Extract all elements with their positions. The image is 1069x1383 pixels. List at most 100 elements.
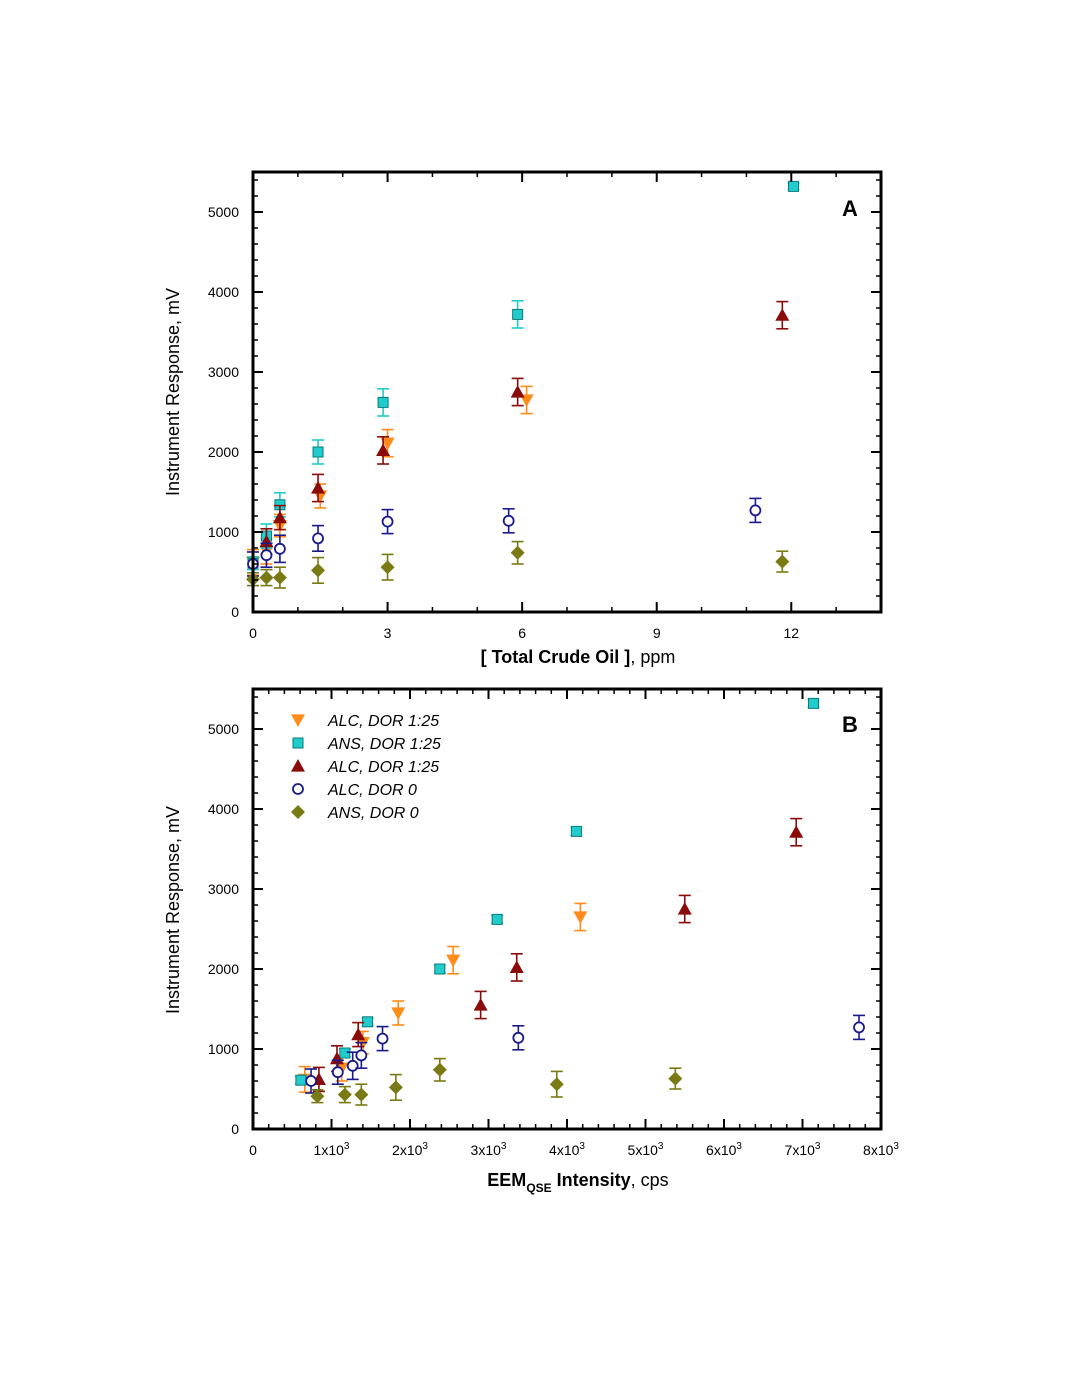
data-point bbox=[391, 1007, 406, 1020]
y-tick-label: 1000 bbox=[208, 1041, 239, 1057]
legend-label: ALC, DOR 1:25 bbox=[327, 759, 439, 776]
data-point bbox=[311, 481, 326, 494]
data-point bbox=[788, 180, 800, 192]
y-tick-label: 3000 bbox=[208, 364, 239, 380]
x-tick-label: 9 bbox=[653, 625, 661, 641]
panel-a-axes: 0 1000 2000 3000 4000 5000 0 3 6 9 12 bbox=[208, 172, 881, 641]
legend-marker bbox=[291, 805, 305, 819]
data-point bbox=[351, 1027, 366, 1041]
legend-label: ALC, DOR 1:25 bbox=[327, 713, 439, 730]
data-point bbox=[853, 1021, 865, 1034]
data-point bbox=[259, 534, 274, 548]
panel-b-legend: ALC, DOR 1:25 ANS, DOR 1:25 ALC, DOR 1:25 A… bbox=[291, 713, 441, 822]
panel-b-marks bbox=[294, 697, 866, 1106]
legend-label: ALC, DOR 0 bbox=[327, 782, 417, 799]
data-point bbox=[570, 825, 582, 837]
data-point bbox=[329, 1051, 344, 1065]
panel-a-marks bbox=[246, 180, 800, 589]
data-point bbox=[272, 570, 287, 585]
data-point bbox=[549, 1077, 564, 1092]
data-point bbox=[512, 308, 524, 320]
x-tick-label: 1x103 bbox=[314, 1141, 350, 1158]
data-point bbox=[310, 1089, 325, 1104]
data-point bbox=[446, 954, 461, 968]
x-tick-label: 7x103 bbox=[785, 1141, 821, 1158]
legend-entry: ALC, DOR 0 bbox=[292, 782, 417, 799]
y-tick-label: 3000 bbox=[208, 881, 239, 897]
panel-b-y-axis-title: Instrument Response, mV bbox=[163, 806, 183, 1014]
panel-a-series-4 bbox=[246, 540, 790, 589]
y-tick-label: 0 bbox=[231, 1121, 239, 1137]
data-point bbox=[295, 1074, 307, 1086]
legend-label: ANS, DOR 1:25 bbox=[327, 736, 441, 753]
panel-a-series-2 bbox=[259, 300, 790, 556]
x-tick-label: 0 bbox=[249, 625, 257, 641]
data-point bbox=[775, 308, 790, 321]
data-point bbox=[312, 446, 324, 458]
data-point bbox=[807, 697, 819, 709]
legend-entry: ANS, DOR 0 bbox=[291, 805, 419, 822]
data-point bbox=[432, 1062, 447, 1077]
y-tick-label: 2000 bbox=[208, 444, 239, 460]
x-tick-label: 3 bbox=[384, 625, 392, 641]
data-point bbox=[573, 911, 588, 924]
panel-b-series-4 bbox=[310, 1057, 683, 1106]
legend-entry: ANS, DOR 1:25 bbox=[292, 736, 441, 753]
data-point bbox=[346, 1059, 359, 1072]
data-point bbox=[259, 570, 274, 585]
panel-a-series-0 bbox=[246, 385, 534, 577]
data-point bbox=[312, 532, 324, 545]
data-point bbox=[434, 963, 446, 975]
data-point bbox=[491, 913, 503, 925]
panel-a-plot-frame bbox=[251, 170, 883, 614]
panel-b-x-axis-title: EEMQSE Intensity, cps bbox=[487, 1170, 668, 1195]
legend-marker bbox=[292, 783, 304, 795]
panel-b-axes: 0 1000 2000 3000 4000 5000 0 1x103 2x103 3x103 4x1… bbox=[208, 689, 899, 1158]
data-point bbox=[305, 1075, 317, 1087]
data-point bbox=[377, 396, 389, 408]
y-tick-label: 4000 bbox=[208, 801, 239, 817]
x-tick-label: 6x103 bbox=[706, 1141, 742, 1158]
legend-marker bbox=[292, 737, 304, 749]
y-tick-label: 5000 bbox=[208, 721, 239, 737]
legend-entry: ALC, DOR 1:25 bbox=[291, 713, 439, 730]
legend-label: ANS, DOR 0 bbox=[327, 805, 419, 822]
data-point bbox=[677, 902, 692, 915]
data-point bbox=[274, 542, 286, 555]
x-tick-label: 2x103 bbox=[392, 1141, 428, 1158]
x-tick-label: 8x103 bbox=[863, 1141, 899, 1158]
panel-b-series-2 bbox=[311, 817, 804, 1093]
data-point bbox=[510, 385, 525, 398]
data-point bbox=[502, 514, 515, 527]
x-tick-label: 6 bbox=[518, 625, 526, 641]
legend-entry: ALC, DOR 1:25 bbox=[291, 759, 439, 776]
data-point bbox=[376, 443, 391, 456]
panel-b-series-1 bbox=[294, 697, 820, 1086]
data-point bbox=[510, 545, 525, 560]
y-tick-label: 2000 bbox=[208, 961, 239, 977]
data-point bbox=[339, 1047, 351, 1059]
data-point bbox=[380, 437, 395, 451]
panel-a-series-3 bbox=[247, 497, 762, 577]
data-point bbox=[272, 510, 287, 524]
panel-a-series-1 bbox=[247, 180, 800, 571]
data-point bbox=[380, 560, 395, 575]
legend-marker bbox=[291, 759, 305, 772]
data-point bbox=[337, 1087, 352, 1102]
y-tick-label: 0 bbox=[231, 604, 239, 620]
data-point bbox=[355, 1049, 368, 1062]
data-point bbox=[376, 1032, 389, 1045]
y-tick-label: 5000 bbox=[208, 204, 239, 220]
legend-marker bbox=[291, 714, 305, 727]
data-point bbox=[354, 1087, 369, 1102]
panel-b: 0 1000 2000 3000 4000 5000 0 1x103 2x103 3x103 4x1… bbox=[163, 687, 899, 1195]
x-tick-label: 3x103 bbox=[471, 1141, 507, 1158]
panel-b-series-3 bbox=[305, 1014, 866, 1094]
x-tick-label: 5x103 bbox=[628, 1141, 664, 1158]
panel-a-y-axis-title: Instrument Response, mV bbox=[163, 288, 183, 496]
x-tick-label: 4x103 bbox=[549, 1141, 585, 1158]
data-point bbox=[775, 554, 790, 569]
panel-b-letter: B bbox=[842, 712, 858, 737]
x-tick-label: 0 bbox=[249, 1142, 257, 1158]
